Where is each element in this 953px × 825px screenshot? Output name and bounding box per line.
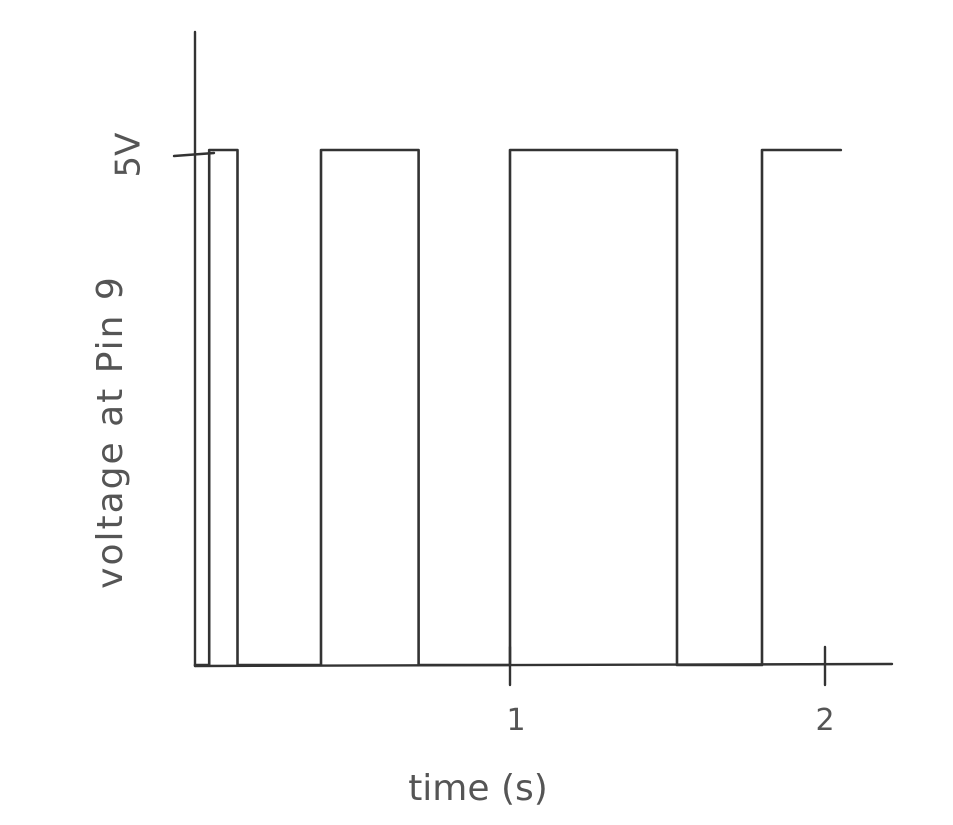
y-tick-label-5v: 5V bbox=[109, 133, 149, 178]
x-ticks bbox=[508, 645, 827, 687]
y-tick-5v-mark bbox=[172, 151, 216, 158]
x-axis-label: time (s) bbox=[408, 768, 548, 809]
voltage-series bbox=[193, 148, 843, 667]
x-tick-label-2: 2 bbox=[815, 703, 834, 738]
voltage-line bbox=[193, 148, 843, 667]
x-tick-label-1: 1 bbox=[506, 703, 525, 738]
y-axis-label: voltage at Pin 9 bbox=[90, 275, 131, 589]
